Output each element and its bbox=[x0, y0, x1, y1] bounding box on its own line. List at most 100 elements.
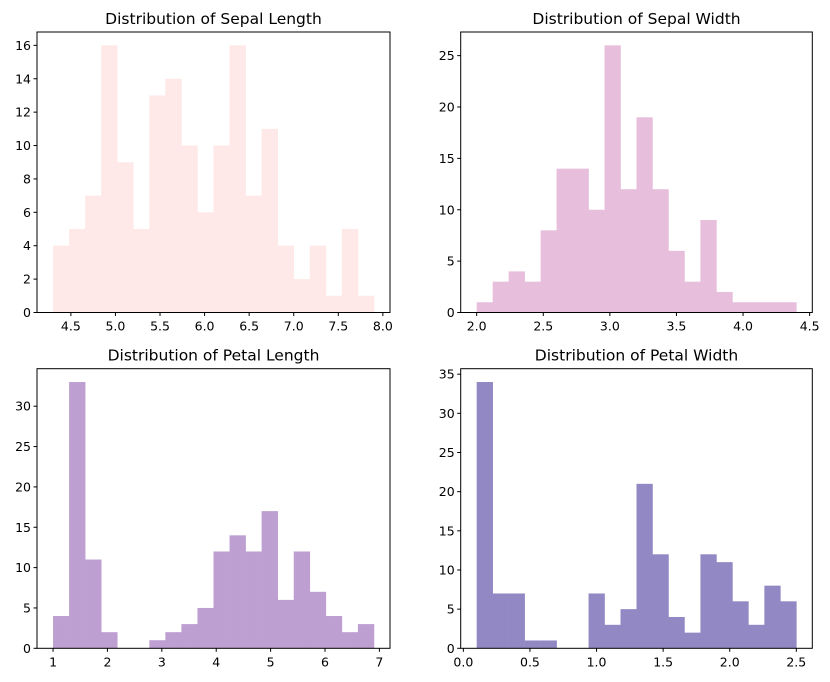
x-tick-label: 4 bbox=[212, 654, 220, 669]
y-tick-label: 15 bbox=[439, 523, 455, 538]
y-tick-label: 20 bbox=[439, 100, 455, 115]
histogram-bar bbox=[101, 45, 118, 313]
histogram-bar bbox=[325, 616, 343, 649]
x-tick-label: 6 bbox=[321, 654, 329, 669]
histogram-bar bbox=[149, 640, 166, 649]
histogram-bar bbox=[149, 95, 166, 313]
bars bbox=[53, 45, 375, 313]
y-tick-label: 20 bbox=[439, 484, 455, 499]
histogram-bar bbox=[213, 145, 230, 313]
histogram-bar bbox=[197, 607, 214, 649]
x-axis: 1 2 3 4 5 6 7 bbox=[49, 648, 383, 669]
histogram-bar bbox=[492, 281, 509, 313]
x-axis: 4.5 5.0 5.5 6.0 6.5 7.0 7.5 8.0 bbox=[61, 312, 393, 334]
histogram-bar bbox=[588, 209, 605, 313]
y-axis: 0 2 4 6 8 10 12 14 16 bbox=[15, 38, 37, 320]
histogram-bar bbox=[540, 640, 557, 649]
histogram-bar bbox=[780, 302, 797, 313]
histogram-bar bbox=[261, 511, 278, 649]
x-tick-label: 6.5 bbox=[239, 319, 259, 334]
y-tick-label: 30 bbox=[15, 399, 31, 414]
subplot-sepal-width: Distribution of Sepal Width 2.0 2.5 3.0 3.5… bbox=[439, 10, 820, 334]
histogram-bar bbox=[604, 45, 621, 313]
histogram-bar bbox=[700, 220, 717, 313]
x-axis: 2.0 2.5 3.0 3.5 4.0 4.5 bbox=[467, 312, 820, 334]
y-tick-label: 0 bbox=[447, 305, 455, 320]
histogram-bar bbox=[341, 229, 359, 313]
histogram-bar bbox=[245, 551, 262, 649]
histogram-bar bbox=[245, 195, 262, 313]
bars bbox=[476, 45, 797, 313]
histogram-bar bbox=[309, 245, 327, 313]
x-tick-label: 2.0 bbox=[720, 654, 740, 669]
y-tick-label: 2 bbox=[23, 272, 31, 287]
y-tick-label: 10 bbox=[15, 138, 31, 153]
chart-title: Distribution of Sepal Length bbox=[105, 10, 322, 28]
y-tick-label: 5 bbox=[23, 600, 31, 615]
histogram-bar bbox=[69, 382, 86, 649]
histogram-bar bbox=[85, 559, 102, 649]
x-tick-label: 1 bbox=[49, 654, 57, 669]
axes-frame bbox=[36, 368, 391, 649]
y-tick-label: 30 bbox=[439, 406, 455, 421]
y-tick-label: 20 bbox=[15, 479, 31, 494]
y-axis: 0 5 10 15 20 25 bbox=[439, 48, 461, 320]
histogram-bar bbox=[293, 279, 311, 313]
y-tick-label: 0 bbox=[447, 641, 455, 656]
y-tick-label: 4 bbox=[23, 238, 31, 253]
x-tick-label: 6.0 bbox=[195, 319, 215, 334]
x-tick-label: 4.0 bbox=[733, 319, 753, 334]
histogram-bar bbox=[620, 189, 637, 313]
histogram-bar bbox=[69, 229, 86, 313]
histogram-bar bbox=[540, 230, 557, 313]
histogram-bar bbox=[636, 483, 653, 649]
x-tick-label: 7 bbox=[375, 654, 383, 669]
y-tick-label: 0 bbox=[23, 305, 31, 320]
histogram-bar bbox=[197, 212, 214, 313]
x-tick-label: 2 bbox=[103, 654, 111, 669]
histogram-bar bbox=[325, 295, 343, 313]
histogram-bar bbox=[652, 554, 669, 649]
y-tick-label: 5 bbox=[447, 602, 455, 617]
x-tick-label: 5 bbox=[267, 654, 275, 669]
x-tick-label: 3.5 bbox=[667, 319, 687, 334]
histogram-bar bbox=[181, 145, 198, 313]
chart-title: Distribution of Petal Length bbox=[108, 347, 320, 365]
histogram-bar bbox=[684, 632, 701, 649]
histogram-bar bbox=[764, 585, 781, 649]
histogram-bar bbox=[213, 551, 230, 649]
histogram-bar bbox=[476, 382, 493, 649]
subplot-petal-length: Distribution of Petal Length 1 2 3 4 5 6 7 0 5 10… bbox=[15, 347, 391, 669]
y-tick-label: 15 bbox=[439, 151, 455, 166]
y-tick-label: 35 bbox=[439, 367, 455, 382]
histogram-bar bbox=[229, 535, 246, 649]
y-tick-label: 10 bbox=[439, 202, 455, 217]
histogram-bar bbox=[620, 609, 637, 649]
y-tick-label: 6 bbox=[23, 205, 31, 220]
x-tick-label: 2.5 bbox=[533, 319, 553, 334]
histogram-bar bbox=[668, 250, 685, 313]
histogram-bar bbox=[261, 128, 278, 313]
x-tick-label: 4.5 bbox=[800, 319, 820, 334]
histogram-bar bbox=[748, 624, 765, 649]
x-tick-label: 1.0 bbox=[587, 654, 607, 669]
bars bbox=[53, 382, 375, 649]
histogram-bar bbox=[165, 632, 182, 649]
x-tick-label: 1.5 bbox=[653, 654, 673, 669]
y-tick-label: 10 bbox=[15, 560, 31, 575]
histogram-bar bbox=[53, 245, 70, 313]
chart-title: Distribution of Petal Width bbox=[535, 347, 738, 365]
y-axis: 0 5 10 15 20 25 30 35 bbox=[439, 367, 461, 656]
histogram-bar bbox=[508, 271, 525, 313]
x-tick-label: 5.0 bbox=[105, 319, 125, 334]
histogram-bar bbox=[133, 229, 150, 313]
histogram-bar bbox=[524, 281, 541, 313]
histogram-bar bbox=[748, 302, 765, 313]
histogram-bar bbox=[277, 245, 295, 313]
y-tick-label: 10 bbox=[439, 562, 455, 577]
histogram-bar bbox=[668, 616, 685, 649]
histogram-bar bbox=[732, 601, 749, 649]
y-axis: 0 5 10 15 20 25 30 bbox=[15, 399, 37, 656]
histogram-bar bbox=[716, 562, 733, 649]
